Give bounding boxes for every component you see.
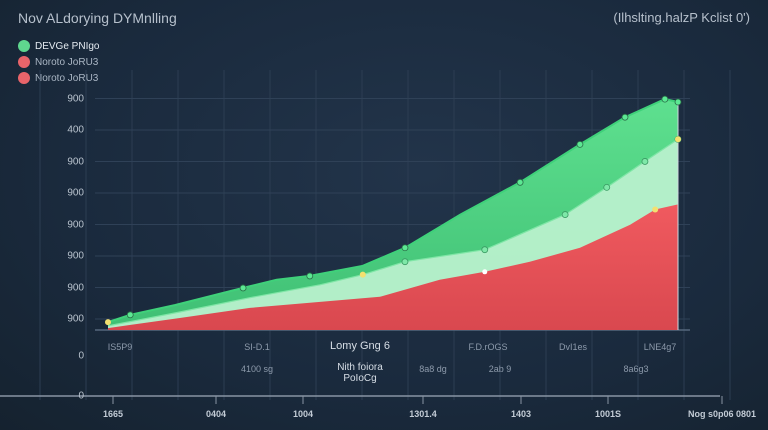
highlight-point — [675, 136, 681, 143]
legend-item[interactable]: Noroto JoRU3 — [18, 70, 99, 86]
legend: DEVGe PNIgo Noroto JoRU3 Noroto JoRU3 — [18, 38, 99, 86]
data-point-top — [306, 272, 314, 280]
chart-subtitle: (Ilhslting.halzP Kclist 0') — [613, 10, 750, 25]
highlight-point — [652, 206, 659, 213]
data-point-middle — [603, 183, 611, 191]
data-point-top — [401, 244, 409, 252]
category-label: 4100 sg — [240, 364, 274, 374]
legend-label: Noroto JoRU3 — [35, 72, 99, 84]
series-area-bottom — [108, 204, 678, 330]
y-tick-label: 900 — [67, 187, 84, 199]
data-point-middle — [401, 258, 409, 266]
category-label: 2ab 9 — [488, 364, 512, 374]
y-tick-label: 0 — [78, 350, 84, 362]
category-label: 8a6g3 — [623, 364, 649, 374]
x-tick-label: 1301.4 — [409, 409, 437, 419]
data-point-top — [674, 98, 682, 106]
x-tick-label: 1665 — [102, 409, 124, 419]
data-point-middle — [641, 158, 649, 165]
data-point-middle — [481, 246, 489, 254]
category-label: SI-D.1 — [244, 342, 270, 352]
y-tick-label: 900 — [67, 156, 84, 167]
category-label: IS5P9 — [107, 342, 133, 352]
category-label: F.D.rOGS — [468, 342, 508, 352]
chart-title: Nov ALdorying DYMnlling — [18, 10, 177, 26]
legend-item[interactable]: DEVGe PNIgo — [18, 38, 99, 54]
data-point-top — [621, 113, 629, 121]
y-tick-label: 900 — [67, 250, 84, 262]
legend-swatch — [18, 72, 30, 84]
x-tick-label: 1004 — [292, 409, 314, 419]
series-line-top — [107, 98, 679, 324]
legend-swatch — [18, 56, 30, 68]
category-label: DvI1es — [558, 342, 588, 352]
legend-label: DEVGe PNIgo — [35, 40, 100, 52]
x-tick-label: 1001S — [594, 409, 622, 419]
y-tick-label: 900 — [67, 93, 84, 104]
y-tick-label: 900 — [67, 219, 84, 230]
y-tick-label: 0 — [78, 390, 84, 402]
data-point-top — [661, 95, 669, 103]
data-point-top — [576, 140, 584, 148]
data-point-top — [126, 311, 134, 319]
legend-item[interactable]: Noroto JoRU3 — [18, 54, 99, 70]
category-label: Nith foiora PoIoCg — [337, 362, 383, 384]
highlight-point — [359, 271, 366, 278]
y-tick-label: 900 — [67, 313, 84, 325]
highlight-point — [482, 269, 488, 275]
data-point-top — [239, 284, 247, 292]
y-tick-label: 400 — [67, 124, 84, 136]
category-label: Lomy Gng 6 — [330, 340, 390, 352]
legend-label: Noroto JoRU3 — [35, 56, 99, 68]
x-tick-label: 1403 — [510, 409, 532, 419]
highlight-point — [105, 319, 111, 326]
x-tick-label: Nog s0p06 0801 — [687, 409, 757, 419]
data-point-middle — [561, 211, 569, 218]
category-label: 8a8 dg — [419, 364, 447, 374]
category-label: LNE4g7 — [643, 342, 677, 352]
legend-swatch — [18, 40, 30, 52]
data-point-top — [516, 178, 524, 186]
x-tick-label: 0404 — [205, 409, 227, 419]
y-tick-label: 900 — [67, 282, 84, 293]
